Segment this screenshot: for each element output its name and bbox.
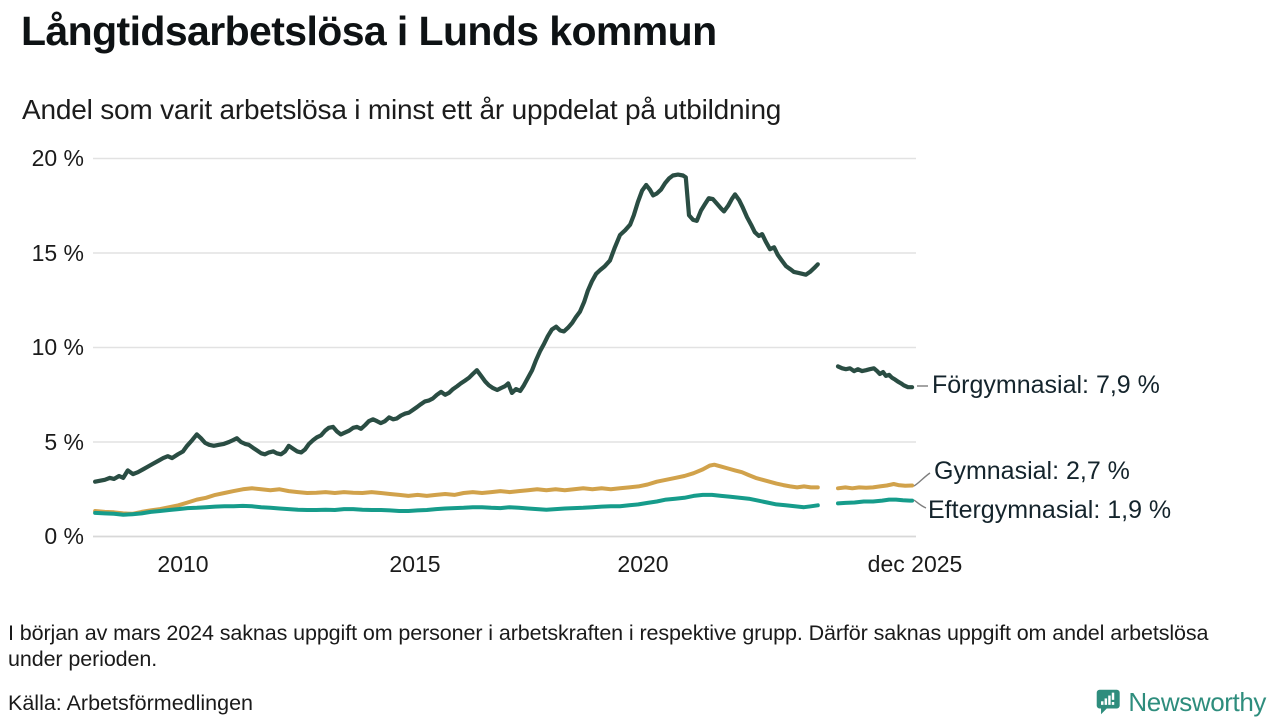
series-line-forgymnasial-seg2 [835, 364, 915, 390]
series-layer [92, 172, 915, 517]
y-tick-5: 5 % [44, 428, 84, 455]
series-label-forgymnasial: Förgymnasial: 7,9 % [932, 371, 1160, 399]
y-tick-15: 15 % [31, 239, 84, 266]
label-connectors [913, 385, 931, 509]
connector-eftergymnasial [913, 499, 927, 509]
series-line-eftergymnasial-seg2 [836, 497, 915, 506]
series-line-gymnasial-seg1 [93, 462, 820, 516]
page-title: Långtidsarbetslösa i Lunds kommun [21, 8, 717, 54]
y-tick-20: 20 % [31, 145, 84, 171]
gridlines [93, 157, 916, 538]
series-line-forgymnasial-seg1 [92, 172, 820, 484]
series-label-gymnasial: Gymnasial: 2,7 % [934, 457, 1130, 485]
logo-bar-3 [1108, 695, 1111, 705]
x-tick-2020: 2020 [617, 551, 669, 577]
newsworthy-logo-text: Newsworthy [1128, 686, 1266, 717]
series-label-eftergymnasial: Eftergymnasial: 1,9 % [928, 496, 1172, 524]
newsworthy-logo: Newsworthy [1096, 684, 1266, 720]
newsworthy-logo-icon [1096, 689, 1120, 715]
series-line-eftergymnasial-seg1 [93, 492, 820, 517]
page-subtitle: Andel som varit arbetslösa i minst ett å… [22, 94, 782, 125]
y-tick-0: 0 % [44, 523, 84, 549]
series-line-gymnasial-seg2 [836, 482, 915, 491]
x-tick-2015: 2015 [389, 551, 441, 577]
y-tick-10: 10 % [31, 334, 84, 360]
x-tick-dec2025: dec 2025 [867, 551, 963, 577]
x-tick-2010: 2010 [157, 551, 209, 577]
logo-bar-2 [1104, 698, 1108, 705]
footnote: I början av mars 2024 saknas uppgift om … [8, 621, 1209, 671]
connector-gymnasial [913, 472, 931, 487]
logo-exclamation-bar [1111, 692, 1115, 700]
logo-exclamation-dot [1111, 702, 1115, 705]
logo-bar-1 [1101, 701, 1104, 705]
source-credit: Källa: Arbetsförmedlingen [8, 691, 254, 715]
